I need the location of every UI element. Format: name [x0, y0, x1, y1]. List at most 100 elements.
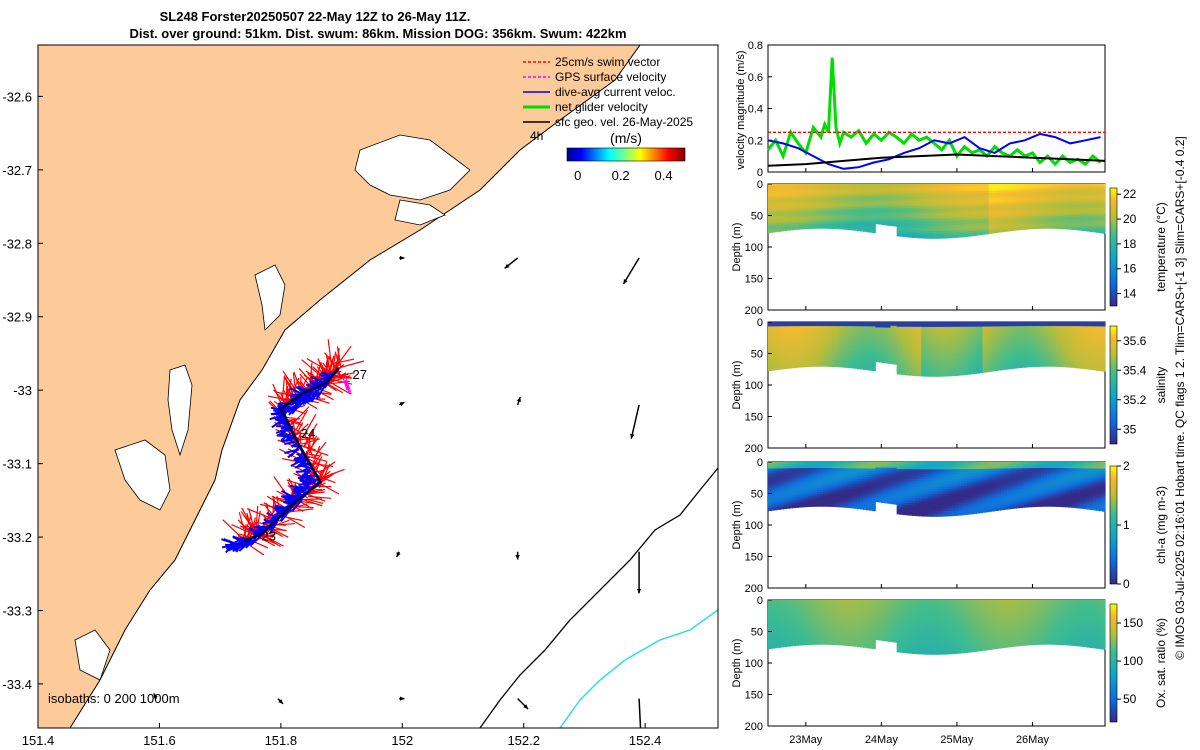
section-cell — [930, 193, 935, 197]
section-cell — [1000, 184, 1005, 187]
section-cell — [844, 214, 849, 218]
estuary-water — [354, 134, 471, 226]
section-cell — [979, 206, 984, 210]
section-cell — [921, 218, 925, 222]
section-cell — [862, 203, 867, 207]
dive-avg-vector — [291, 405, 300, 415]
section-cell — [918, 184, 922, 188]
section-cell — [957, 196, 962, 200]
section-ytick-label: 100 — [745, 242, 763, 254]
section-cell — [924, 228, 928, 232]
section-cell — [985, 231, 990, 235]
section-cell — [838, 226, 843, 230]
swim-vector — [326, 379, 351, 395]
section-cell — [896, 209, 901, 213]
section-cell — [1010, 209, 1014, 213]
section-cell — [939, 228, 944, 232]
section-cell — [991, 188, 996, 192]
section-cell — [804, 204, 809, 207]
section-cell — [838, 194, 843, 197]
section-cell — [1000, 190, 1005, 194]
section-cell — [826, 194, 830, 197]
section-cell — [915, 227, 919, 231]
section-cell — [942, 235, 947, 239]
section-cell — [795, 204, 800, 208]
section-cell — [939, 225, 944, 229]
section-cell — [967, 202, 971, 206]
lake-water-4 — [74, 629, 111, 681]
section-cell — [853, 198, 858, 202]
section-cell — [921, 203, 925, 207]
section-cell — [820, 188, 824, 191]
velocity-ylabel: velocity magnitude (m/s) — [735, 50, 747, 169]
section-cell — [771, 208, 775, 211]
section-cell — [792, 217, 797, 220]
section-cell — [896, 221, 901, 225]
section-cell — [1010, 186, 1014, 189]
section-cell — [862, 190, 867, 194]
section-cell — [930, 220, 935, 224]
legend-label-gps: GPS surface velocity — [555, 70, 666, 84]
section-ytick-label: 200 — [745, 305, 763, 317]
section-cell — [847, 206, 852, 210]
section-cell — [887, 215, 892, 219]
section-cell — [777, 216, 781, 219]
section-cell — [817, 216, 821, 219]
section-cell — [1013, 217, 1017, 221]
section-cell — [1006, 188, 1011, 191]
section-cell — [820, 194, 824, 197]
section-cell — [899, 229, 904, 233]
section-cell — [930, 186, 935, 190]
section-cell — [957, 224, 962, 228]
section-cell — [936, 188, 941, 192]
section-cell — [988, 184, 993, 187]
section-cell — [835, 224, 840, 228]
section-cell — [997, 201, 1002, 205]
section-cell — [835, 186, 840, 189]
section-cell — [967, 228, 971, 232]
section-cell — [850, 186, 855, 189]
velocity-ytick-label: 0.8 — [748, 40, 763, 52]
section-cell — [866, 192, 870, 196]
section-cell — [780, 220, 784, 223]
section-cell — [817, 192, 821, 195]
section-cell — [798, 212, 803, 216]
section-cell — [835, 184, 840, 187]
section-cell — [1013, 221, 1017, 225]
section-cell — [884, 184, 889, 187]
section-cell — [997, 218, 1002, 222]
section-cell — [866, 223, 870, 226]
section-cell — [841, 188, 846, 191]
section-cell — [807, 198, 812, 201]
section-cell — [973, 214, 977, 218]
section-cell — [771, 229, 775, 233]
section-cell — [970, 226, 974, 230]
section-cell — [936, 216, 941, 220]
section-cell — [982, 190, 987, 194]
dive-avg-vector — [299, 392, 314, 403]
section-cell — [945, 196, 950, 200]
section-cell — [915, 235, 919, 239]
section-cell — [1010, 224, 1014, 227]
section-cell — [859, 194, 864, 198]
section-cell — [838, 220, 843, 224]
section-cell — [804, 224, 809, 228]
section-cell — [954, 200, 959, 204]
section-cell — [939, 211, 944, 215]
section-cell — [856, 184, 861, 187]
section-cell — [976, 197, 980, 201]
section-cell — [930, 213, 935, 217]
section-cell — [954, 217, 959, 221]
section-cell — [936, 225, 941, 229]
section-cell — [859, 205, 864, 209]
section-cell — [988, 186, 993, 190]
section-cell — [881, 195, 886, 198]
section-cell — [850, 213, 855, 216]
section-cell — [1013, 223, 1017, 227]
section-cell — [869, 221, 873, 224]
section-cell — [890, 191, 895, 195]
section-cell — [933, 191, 938, 195]
section-cell — [945, 220, 950, 224]
section-cell — [841, 198, 846, 201]
section-cell — [881, 187, 886, 191]
